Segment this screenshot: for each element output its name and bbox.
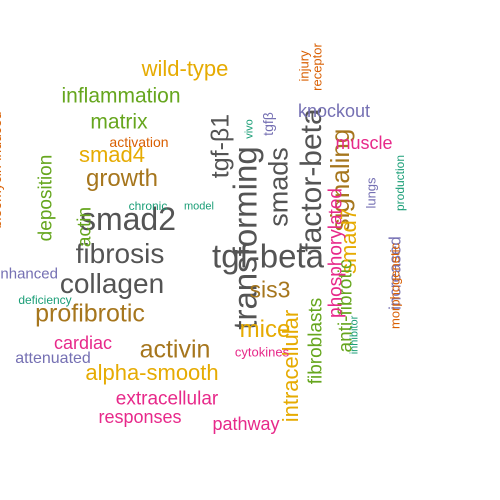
word-deposition: deposition <box>35 154 57 242</box>
word-collagen: collagen <box>59 268 165 299</box>
word-muscle: muscle <box>335 133 393 153</box>
word-chronic: chronic <box>128 199 168 213</box>
word-knockout: knockout <box>297 101 371 121</box>
word-matrix: matrix <box>90 110 148 134</box>
word-pathway: pathway <box>212 414 280 434</box>
word-factor-beta: factor-beta <box>295 108 328 252</box>
word-tgfb: tgfβ <box>260 112 276 136</box>
word-cytokines: cytokines <box>234 344 290 360</box>
word-model: model <box>184 200 214 213</box>
word-production: production <box>393 154 407 212</box>
word-attenuated: attenuated <box>15 350 91 367</box>
word-phosphorylated: phosphorylated <box>325 188 347 318</box>
word-smad4: smad4 <box>78 142 146 167</box>
word-smads: smads <box>263 147 294 227</box>
word-activation: activation <box>109 134 169 150</box>
word-profibrotic: profibrotic <box>35 299 145 328</box>
word-deficiency: deficiency <box>18 293 72 307</box>
word-sis3: sis3 <box>249 276 291 303</box>
word-responses: responses <box>98 407 182 427</box>
word-injury: injury <box>296 50 312 82</box>
word-tgf-b1: tgf-β1 <box>206 113 235 179</box>
word-smad2: smad2 <box>79 201 177 237</box>
word-tgf-beta: tgf-beta <box>212 237 324 275</box>
word-vivo: vivo <box>243 119 256 139</box>
word-activin: activin <box>139 335 211 364</box>
word-mice: mice <box>239 316 291 343</box>
word-actin: actin <box>74 206 96 248</box>
word-fibroblasts: fibroblasts <box>305 297 327 385</box>
word-enhanced: enhanced <box>0 265 58 283</box>
word-wild-type: wild-type <box>141 56 229 81</box>
word-receptor: receptor <box>309 43 325 91</box>
word-alpha-smooth: alpha-smooth <box>85 360 219 385</box>
word-lungs: lungs <box>363 177 379 209</box>
word-extracellular: extracellular <box>115 388 219 410</box>
word-intracellular: intracellular <box>278 309 303 423</box>
word-cardiac: cardiac <box>53 333 113 353</box>
word-inhibitor: inhibitor <box>348 315 361 355</box>
word-bleomycin-induced: bleomycin-induced <box>0 111 4 229</box>
word-morphogenetic: morphogenetic <box>387 243 403 329</box>
word-fibrosis: fibrosis <box>75 238 165 269</box>
word-inflammation: inflammation <box>61 84 181 108</box>
word-growth: growth <box>85 165 159 192</box>
